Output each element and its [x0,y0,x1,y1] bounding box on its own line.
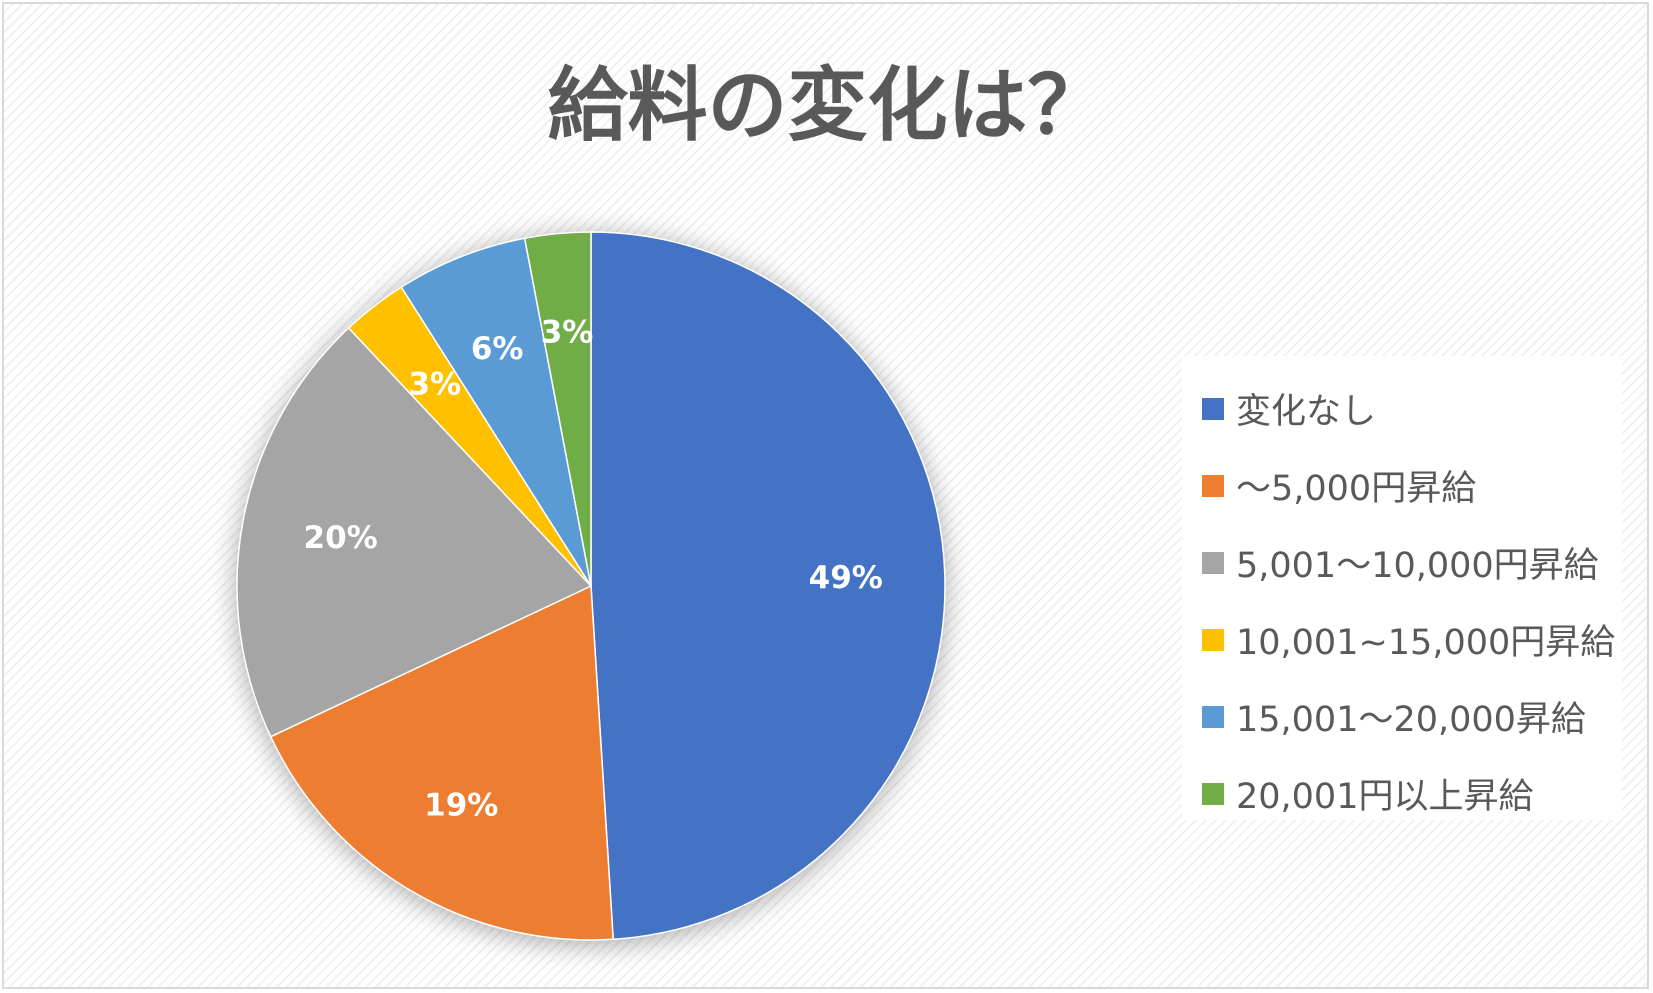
legend-label: 15,001～20,000昇給 [1236,700,1586,740]
pie-slice-2 [236,327,592,738]
legend-item-1: ～5,000円昇給 [1182,447,1622,524]
pie-data-labels: 49% 19% 20% 3% 6% 3% [304,314,883,823]
legend-item-2: 5,001～10,000円昇給 [1182,524,1622,601]
legend-label: 10,001~15,000円昇給 [1236,623,1616,663]
data-label-1: 19% [424,787,498,823]
data-label-3: 3% [408,367,461,403]
pie-slice-1 [269,585,614,941]
chart-title: 給料の変化は？ [547,59,1108,152]
legend-item-4: 15,001～20,000昇給 [1182,678,1622,755]
pie-slice-0 [590,231,946,941]
pie-slices [236,231,946,941]
legend-item-3: 10,001~15,000円昇給 [1182,601,1622,678]
legend-label: 5,001～10,000円昇給 [1236,546,1599,586]
pie-slice-5 [523,231,592,587]
legend-swatch [1202,397,1224,420]
legend-label: 変化なし [1236,392,1377,432]
data-label-4: 6% [471,331,524,367]
legend-swatch [1202,705,1224,728]
legend-swatch [1202,782,1224,805]
legend-label: 20,001円以上昇給 [1236,777,1534,817]
data-label-2: 20% [304,520,378,556]
legend: 変化なし ～5,000円昇給 5,001～10,000円昇給 10,001~15,00… [1182,356,1622,820]
data-label-5: 3% [541,314,594,350]
legend-swatch [1202,628,1224,651]
legend-label: ～5,000円昇給 [1236,469,1477,509]
pie-slice-4 [400,237,592,587]
pie-chart: 49% 19% 20% 3% 6% 3% [236,231,946,941]
legend-swatch [1202,551,1224,574]
legend-item-0: 変化なし [1182,370,1622,447]
legend-item-5: 20,001円以上昇給 [1182,755,1622,832]
legend-swatch [1202,474,1224,497]
data-label-0: 49% [809,560,883,596]
